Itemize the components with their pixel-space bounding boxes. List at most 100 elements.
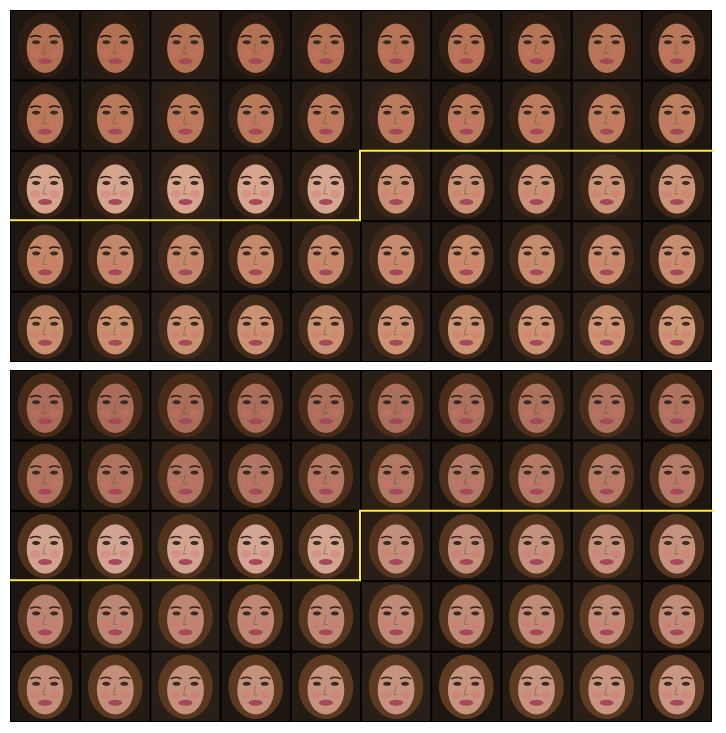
face-image	[151, 222, 220, 291]
eye	[471, 181, 480, 185]
cheek	[470, 409, 481, 418]
face	[658, 665, 696, 715]
eyebrow	[170, 394, 182, 398]
lips	[108, 128, 123, 135]
eye	[663, 40, 672, 45]
cheek	[119, 409, 130, 418]
cheek	[260, 330, 271, 339]
eye	[102, 681, 111, 686]
face	[377, 23, 415, 73]
face-image	[642, 652, 711, 721]
eye	[242, 181, 251, 185]
eye	[681, 40, 690, 45]
lips	[248, 339, 263, 346]
nose	[42, 474, 48, 485]
eyebrow	[170, 465, 182, 469]
eye	[611, 681, 620, 686]
face	[96, 383, 134, 433]
face-image	[81, 81, 150, 150]
eye	[330, 110, 339, 115]
cheek	[170, 119, 181, 128]
nose	[463, 615, 469, 625]
face-image	[291, 582, 360, 651]
eyebrow	[610, 246, 623, 250]
nose	[393, 184, 399, 195]
eye	[541, 400, 550, 405]
lips	[178, 269, 193, 276]
face-image	[291, 652, 360, 721]
eyebrow	[189, 246, 201, 250]
eye	[523, 40, 532, 45]
eye	[663, 251, 672, 256]
eyebrow	[240, 175, 253, 179]
cheek	[30, 690, 41, 699]
face-image	[642, 441, 711, 510]
eye	[120, 181, 129, 185]
cheek	[400, 119, 411, 128]
face	[96, 23, 134, 73]
nose	[253, 615, 258, 625]
cheek	[170, 690, 181, 699]
cheek	[541, 409, 552, 418]
eye	[663, 181, 672, 185]
face-image	[221, 371, 290, 440]
eyebrow	[521, 316, 533, 320]
eyebrow	[450, 606, 463, 610]
face-image	[362, 292, 431, 361]
lips	[248, 128, 263, 135]
lips	[318, 199, 333, 205]
eyebrow	[48, 465, 61, 469]
eye	[453, 541, 462, 545]
face	[167, 524, 204, 574]
eyebrow	[399, 34, 412, 38]
nose	[253, 404, 258, 414]
eyebrow	[189, 34, 201, 38]
face-image	[11, 81, 80, 150]
eye	[312, 681, 321, 686]
eyebrow	[259, 34, 272, 38]
eye	[190, 251, 199, 256]
face	[96, 234, 134, 285]
lips	[389, 58, 404, 65]
cheek	[190, 49, 201, 58]
face-image	[502, 582, 571, 651]
eyebrow	[521, 394, 533, 398]
eye	[330, 251, 339, 256]
nose	[604, 44, 609, 54]
eyebrow	[591, 105, 604, 109]
eyebrow	[310, 676, 323, 680]
face	[307, 383, 345, 433]
face	[377, 383, 415, 433]
eyebrow	[591, 34, 604, 38]
lips	[248, 559, 263, 565]
eye	[681, 541, 690, 545]
cheek	[30, 119, 41, 128]
eye	[383, 470, 392, 475]
face-image	[221, 652, 290, 721]
nose	[533, 114, 539, 125]
eyebrow	[661, 676, 674, 680]
face-image	[642, 151, 711, 221]
eye	[242, 541, 251, 545]
lips	[318, 269, 333, 276]
lips	[178, 339, 193, 346]
lips	[599, 488, 614, 495]
cheek	[100, 620, 111, 629]
eye	[593, 541, 602, 545]
face	[237, 524, 275, 574]
face-image	[221, 582, 290, 651]
nose	[604, 184, 609, 195]
eyebrow	[29, 465, 42, 469]
eyebrow	[469, 394, 482, 398]
face	[26, 93, 64, 144]
lips	[38, 58, 53, 65]
face	[377, 93, 415, 144]
face	[307, 524, 345, 574]
face	[447, 383, 485, 433]
eye	[453, 470, 462, 475]
face-image	[572, 511, 641, 581]
cheek	[241, 119, 252, 128]
eye	[172, 470, 181, 475]
cheek	[49, 690, 60, 699]
